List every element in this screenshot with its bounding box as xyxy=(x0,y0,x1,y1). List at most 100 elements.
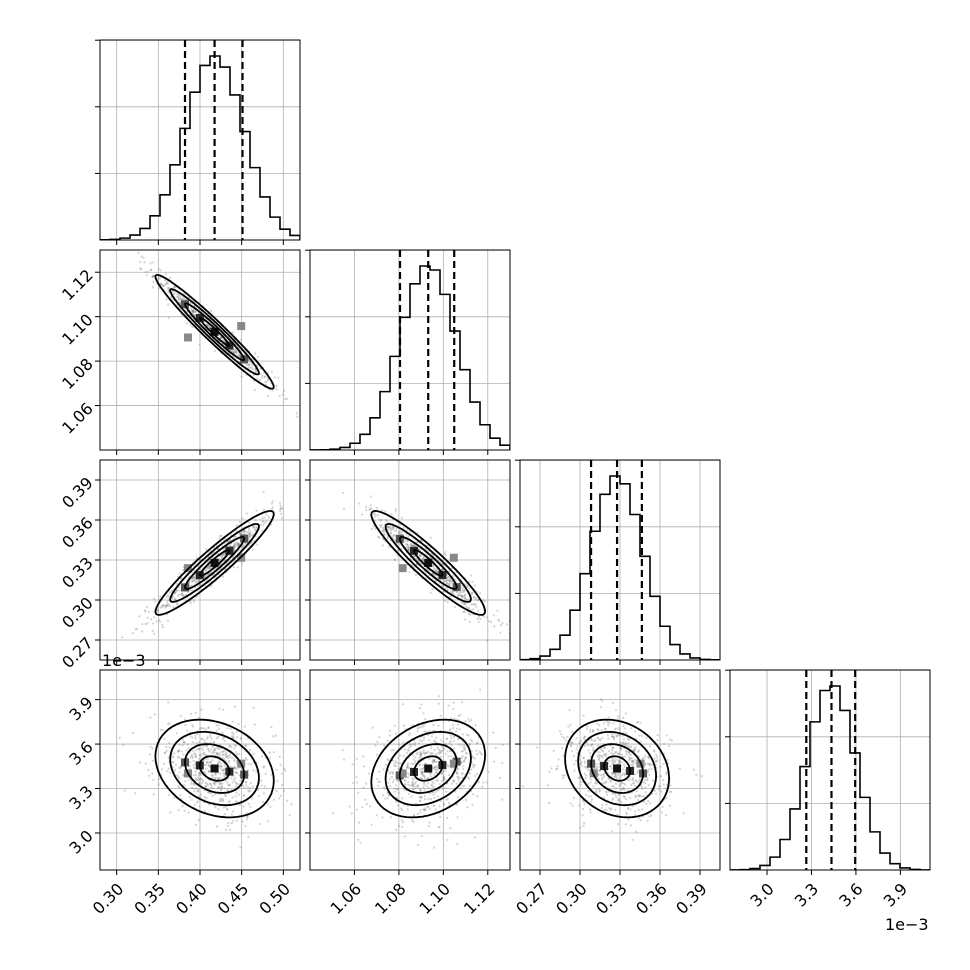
sample-point xyxy=(594,739,597,742)
sample-point xyxy=(262,524,265,527)
sample-point xyxy=(628,778,631,781)
sample-point xyxy=(569,744,573,747)
sample-point xyxy=(226,781,229,784)
sample-point xyxy=(419,754,422,757)
sample-point xyxy=(237,544,240,547)
sample-point xyxy=(613,760,616,763)
sample-point xyxy=(662,783,665,786)
sample-point xyxy=(178,786,181,789)
sample-point xyxy=(416,759,419,762)
sample-point xyxy=(431,572,434,575)
sample-point xyxy=(413,814,416,817)
sample-point xyxy=(442,741,445,744)
sample-point xyxy=(368,805,372,808)
sample-point xyxy=(615,796,618,799)
sample-point xyxy=(247,527,250,530)
sample-point xyxy=(218,783,221,786)
sample-point xyxy=(266,378,269,382)
sample-point xyxy=(172,286,175,289)
sample-point xyxy=(216,752,219,755)
sample-point xyxy=(461,755,464,758)
sample-point xyxy=(204,785,208,788)
sample-point xyxy=(415,752,418,756)
sample-point xyxy=(206,757,209,760)
sample-point xyxy=(255,525,258,528)
sample-point xyxy=(195,580,198,583)
sample-point xyxy=(217,762,220,765)
sample-point xyxy=(607,721,610,724)
sample-point xyxy=(592,730,595,733)
sample-point xyxy=(618,726,621,729)
sample-point xyxy=(207,770,210,773)
sample-point xyxy=(166,769,169,773)
x-tick-label-2: 0.30 xyxy=(552,879,591,918)
sample-point xyxy=(181,592,184,595)
sample-point xyxy=(591,749,595,752)
sample-point xyxy=(181,738,184,741)
sample-point xyxy=(197,748,200,751)
sample-point xyxy=(434,579,437,582)
sample-point xyxy=(200,708,203,711)
sample-point xyxy=(627,755,631,759)
sample-point xyxy=(386,537,389,540)
sample-point xyxy=(355,776,358,779)
sample-point xyxy=(223,774,226,777)
sample-point xyxy=(208,765,211,768)
sample-point xyxy=(465,799,468,802)
sample-point xyxy=(174,768,177,771)
sample-point xyxy=(401,825,404,829)
sample-point xyxy=(421,557,424,561)
sample-point xyxy=(642,781,645,784)
sample-point xyxy=(167,794,170,797)
sample-point xyxy=(386,792,389,795)
sample-point xyxy=(248,529,251,532)
sample-point xyxy=(448,577,451,580)
sample-point xyxy=(197,579,201,582)
sample-point xyxy=(439,815,442,819)
sample-point xyxy=(261,516,264,520)
sample-point xyxy=(357,838,360,842)
sample-point xyxy=(161,604,164,607)
sample-point xyxy=(282,789,286,792)
sample-point xyxy=(419,753,422,756)
sample-point xyxy=(647,800,650,803)
sample-point xyxy=(419,796,422,799)
sample-point xyxy=(226,540,229,543)
sample-point xyxy=(451,575,455,578)
sample-point xyxy=(166,282,170,285)
panel-3-1 xyxy=(305,669,511,875)
sample-point xyxy=(182,773,185,776)
sample-point xyxy=(172,761,175,764)
sample-point xyxy=(601,778,604,781)
sample-point xyxy=(210,737,213,740)
sample-point xyxy=(620,747,623,750)
sample-point xyxy=(192,310,195,313)
sample-point xyxy=(653,750,656,753)
sample-point xyxy=(612,746,615,749)
sample-point xyxy=(211,794,214,797)
sample-point xyxy=(423,736,426,739)
sample-point xyxy=(589,752,592,755)
sample-point xyxy=(386,797,389,800)
sample-point xyxy=(618,760,621,763)
sample-point xyxy=(423,783,426,786)
sample-point xyxy=(614,772,617,775)
sample-point xyxy=(398,531,401,535)
sample-point xyxy=(197,748,200,751)
sample-point xyxy=(226,788,229,791)
sample-point xyxy=(388,734,391,737)
sample-point xyxy=(638,734,641,737)
sample-point xyxy=(361,806,364,809)
sample-point xyxy=(622,768,625,771)
x-tick-label-2: 0.36 xyxy=(632,879,671,918)
x-tick-label-3: 3.3 xyxy=(791,879,822,910)
sample-point xyxy=(248,535,251,538)
sample-point xyxy=(229,828,232,832)
sample-point xyxy=(459,713,462,716)
sample-point xyxy=(485,616,488,619)
sample-point xyxy=(384,787,387,790)
sample-point xyxy=(378,770,381,773)
sample-point xyxy=(623,774,626,777)
sample-point xyxy=(140,255,143,258)
sample-point xyxy=(394,510,397,513)
